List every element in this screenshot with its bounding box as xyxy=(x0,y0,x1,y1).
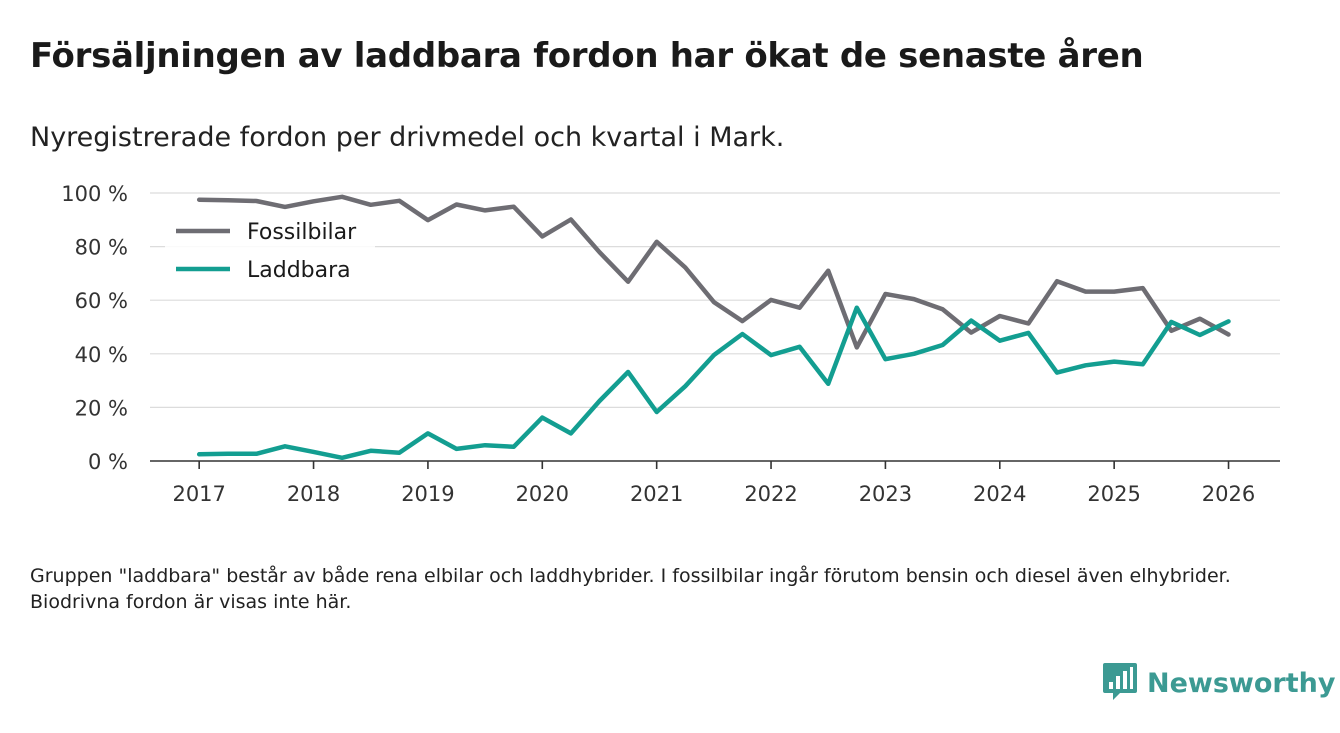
chart-title: Försäljningen av laddbara fordon har öka… xyxy=(30,36,1144,76)
chart-subtitle: Nyregistrerade fordon per drivmedel och … xyxy=(30,122,785,153)
series-line-laddbara xyxy=(196,305,1231,461)
y-tick-label: 0 % xyxy=(88,450,128,474)
legend-background xyxy=(165,213,375,289)
legend-label: Fossilbilar xyxy=(247,220,357,245)
x-tick-label: 2025 xyxy=(1087,482,1140,506)
y-tick-label: 60 % xyxy=(75,289,128,313)
y-tick-label: 40 % xyxy=(75,343,128,367)
series-line-fossilbilar xyxy=(196,194,1231,350)
x-tick-label: 2022 xyxy=(744,482,797,506)
x-tick-label: 2023 xyxy=(859,482,912,506)
axes: 0 % 20 % 40 % 60 % 80 % 100 % 2017 2018 2019 2020… xyxy=(61,182,1280,506)
legend-label: Laddbara xyxy=(247,258,351,283)
series-lines xyxy=(196,194,1231,461)
y-tick-label: 100 % xyxy=(61,182,128,206)
x-tick-label: 2020 xyxy=(516,482,569,506)
legend: Fossilbilar Laddbara xyxy=(165,213,375,289)
footnote: Gruppen "laddbara" består av både rena e… xyxy=(30,565,1231,613)
brand-name: Newsworthy xyxy=(1147,667,1336,699)
x-tick-label: 2019 xyxy=(401,482,454,506)
x-tick-label: 2018 xyxy=(287,482,340,506)
y-tick-label: 80 % xyxy=(75,236,128,260)
x-tick-label: 2021 xyxy=(630,482,683,506)
x-tick-label: 2024 xyxy=(973,482,1026,506)
brand-logo[interactable]: Newsworthy xyxy=(1102,661,1335,705)
x-tick-label: 2026 xyxy=(1202,482,1255,506)
bar-chart-speech-bubble-icon xyxy=(1102,661,1138,705)
y-tick-label: 20 % xyxy=(75,396,128,420)
x-tick-label: 2017 xyxy=(172,482,225,506)
